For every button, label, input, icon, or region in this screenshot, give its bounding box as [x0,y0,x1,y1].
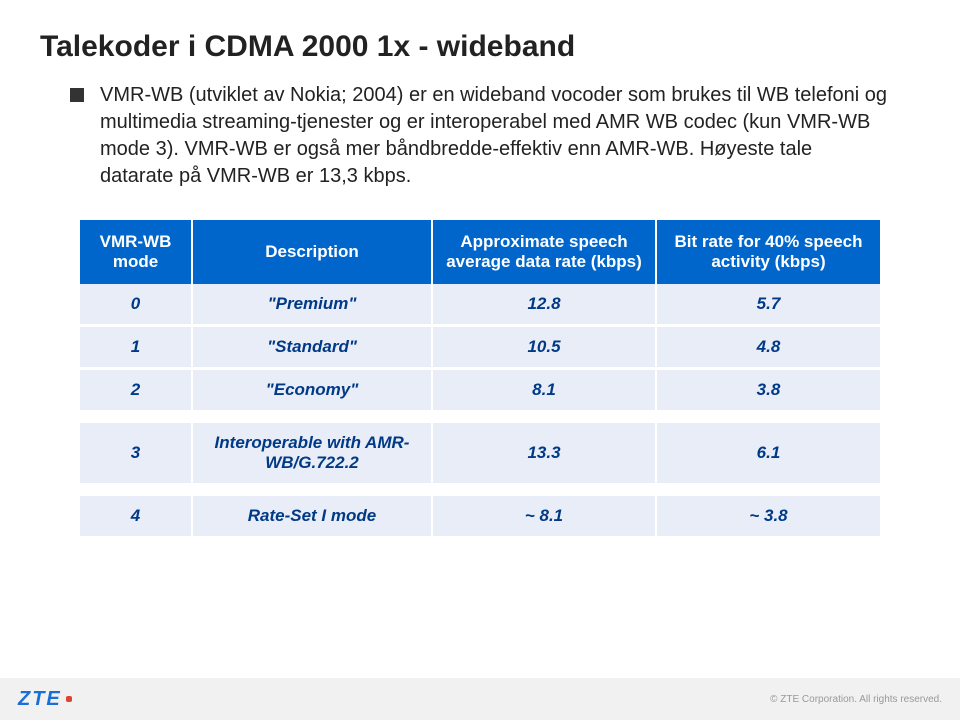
cell-mode: 3 [80,422,192,485]
cell-rate: 10.5 [432,326,656,369]
th-bit: Bit rate for 40% speech activity (kbps) [656,220,880,284]
logo: ZTE [18,688,72,711]
slide-title: Talekoder i CDMA 2000 1x - wideband [0,0,960,82]
table-row: 0 "Premium" 12.8 5.7 [80,284,880,326]
cell-bit: 4.8 [656,326,880,369]
copyright-text: © ZTE Corporation. All rights reserved. [770,694,942,705]
cell-rate: 8.1 [432,369,656,412]
row-gap [80,485,880,495]
cell-bit: 5.7 [656,284,880,326]
cell-mode: 1 [80,326,192,369]
cell-mode: 0 [80,284,192,326]
cell-desc: "Standard" [192,326,432,369]
cell-rate: ~ 8.1 [432,495,656,538]
bullet-icon [70,88,84,102]
cell-desc: "Economy" [192,369,432,412]
cell-desc: "Premium" [192,284,432,326]
table-container: VMR-WB mode Description Approximate spee… [0,210,960,539]
cell-rate: 12.8 [432,284,656,326]
table-row: 2 "Economy" 8.1 3.8 [80,369,880,412]
logo-text: ZTE [18,688,62,711]
row-gap [80,412,880,422]
cell-bit: ~ 3.8 [656,495,880,538]
cell-desc: Rate-Set I mode [192,495,432,538]
vmr-wb-table: VMR-WB mode Description Approximate spee… [80,220,880,539]
th-desc: Description [192,220,432,284]
table-row: 3 Interoperable with AMR-WB/G.722.2 13.3… [80,422,880,485]
th-mode: VMR-WB mode [80,220,192,284]
body-text: VMR-WB (utviklet av Nokia; 2004) er en w… [100,82,890,190]
logo-dot-icon [66,696,72,702]
table-row: 1 "Standard" 10.5 4.8 [80,326,880,369]
cell-rate: 13.3 [432,422,656,485]
table-header-row: VMR-WB mode Description Approximate spee… [80,220,880,284]
slide: Talekoder i CDMA 2000 1x - wideband VMR-… [0,0,960,720]
footer-bar: ZTE © ZTE Corporation. All rights reserv… [0,678,960,720]
cell-desc: Interoperable with AMR-WB/G.722.2 [192,422,432,485]
cell-bit: 6.1 [656,422,880,485]
table-row: 4 Rate-Set I mode ~ 8.1 ~ 3.8 [80,495,880,538]
th-rate: Approximate speech average data rate (kb… [432,220,656,284]
bullet-block: VMR-WB (utviklet av Nokia; 2004) er en w… [0,82,960,210]
cell-mode: 4 [80,495,192,538]
cell-bit: 3.8 [656,369,880,412]
cell-mode: 2 [80,369,192,412]
